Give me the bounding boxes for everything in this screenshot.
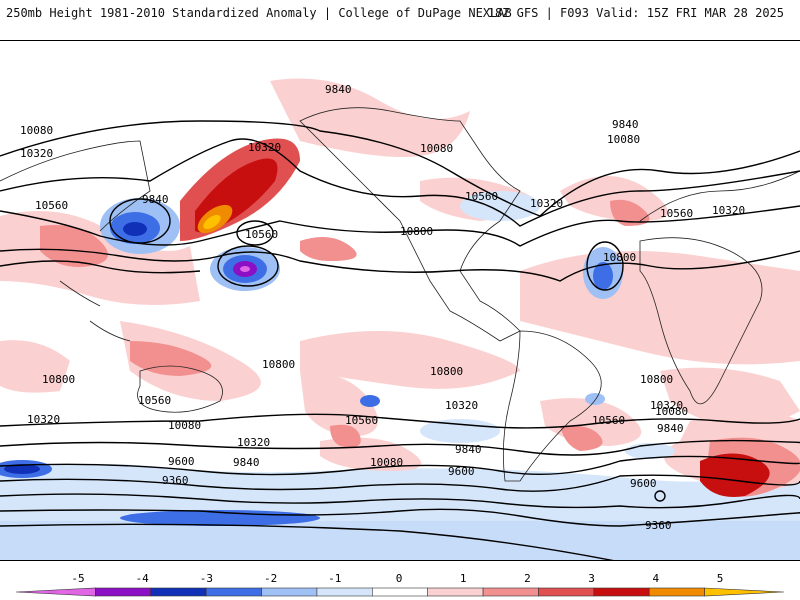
model-run-info: 18Z GFS | F093 Valid: 15Z FRI MAR 28 202…: [487, 6, 784, 20]
colorbar-cells: [15, 587, 785, 597]
colorbar-tick-label: -2: [264, 572, 277, 585]
colorbar: -5 -4 -3 -2 -1 0 1 2 3 4 5: [15, 572, 785, 597]
contour-label-10560-south-west: 10560: [138, 394, 171, 407]
contour-label-10320-indian-ocean: 10320: [650, 399, 683, 412]
coastlines: [0, 107, 800, 482]
contour-label-10080-north-america: 10080: [420, 142, 453, 155]
contour-label-10320-south-pacific: 10320: [237, 436, 270, 449]
colorbar-tick-label: -3: [200, 572, 213, 585]
contour-label-10320-alaska-high: 10320: [248, 141, 281, 154]
contour-label-9360-antarctic: 9360: [645, 519, 672, 532]
colorbar-cell: [150, 587, 207, 597]
contour-label-9840-south-pacific: 9840: [233, 456, 260, 469]
contour-label-10560-south-atlantic: 10560: [592, 414, 625, 427]
anomaly-shading: [0, 78, 800, 560]
colorbar-cell: [95, 587, 152, 597]
contour-label-10080-indian-ocean: 10080: [655, 405, 688, 418]
colorbar-cell: [482, 587, 539, 597]
contour-label-9840-south-america: 9840: [455, 443, 482, 456]
contour-label-10080-europe: 10080: [607, 133, 640, 146]
contour-label-10080-south-america: 10080: [370, 456, 403, 469]
contour-label-10320-south-america: 10320: [445, 399, 478, 412]
contour-label-10560-africa-north: 10560: [660, 207, 693, 220]
colorbar-cell: [316, 587, 373, 597]
contour-label-10800-south-west: 10800: [42, 373, 75, 386]
contour-label-10800-south-pacific-mid: 10800: [262, 358, 295, 371]
colorbar-tick-label: 2: [524, 572, 531, 585]
contour-label-10800-south-america: 10800: [430, 365, 463, 378]
contour-label-9840-kamchatka-low: 9840: [142, 193, 169, 206]
colorbar-cell: [205, 587, 262, 597]
contour-label-10800-central-pacific: 10800: [400, 225, 433, 238]
contour-label-9600-indian-ocean: 9600: [630, 477, 657, 490]
contour-label-10320-atlantic: 10320: [530, 197, 563, 210]
colorbar-ticks: -5 -4 -3 -2 -1 0 1 2 3 4 5: [71, 572, 723, 585]
colorbar-cell: [372, 587, 428, 597]
colorbar-tick-label: 1: [460, 572, 467, 585]
colorbar-cell: [648, 587, 705, 597]
contour-label-10320-south-west: 10320: [27, 413, 60, 426]
contour-label-10560-west: 10560: [35, 199, 68, 212]
colorbar-cell: [15, 587, 96, 597]
height-contours: [0, 120, 800, 560]
contour-label-10800-south-atlantic: 10800: [640, 373, 673, 386]
colorbar-cell: [538, 587, 595, 597]
contour-label-10800-atlantic-low: 10800: [603, 251, 636, 264]
contour-label-10080-west: 10080: [20, 124, 53, 137]
colorbar-cell: [261, 587, 318, 597]
contour-label-10080-south-pacific: 10080: [168, 419, 201, 432]
colorbar-tick-label: -5: [71, 572, 84, 585]
contour-label-9360-south-pacific: 9360: [162, 474, 189, 487]
colorbar-tick-label: 5: [717, 572, 724, 585]
contour-label-10320-east: 10320: [712, 204, 745, 217]
colorbar-tick-label: 4: [652, 572, 659, 585]
colorbar-cell: [593, 587, 650, 597]
colorbar-cell: [427, 587, 484, 597]
contour-label-9600-south-pacific: 9600: [168, 455, 195, 468]
contour-label-9600-south-atlantic: 9600: [448, 465, 475, 478]
contour-label-9840-indian-ocean: 9840: [657, 422, 684, 435]
contour-label-9840-europe: 9840: [612, 118, 639, 131]
colorbar-cell: [704, 587, 785, 597]
contour-label-9840-north-pacific: 9840: [325, 83, 352, 96]
contour-label-10560-south-pacific-mid: 10560: [345, 414, 378, 427]
colorbar-tick-label: 0: [396, 572, 403, 585]
map-title: 250mb Height 1981-2010 Standardized Anom…: [6, 6, 512, 20]
contour-label-10560-north-america: 10560: [465, 190, 498, 203]
colorbar-tick-label: -1: [328, 572, 341, 585]
contour-label-10320-west: 10320: [20, 147, 53, 160]
colorbar-tick-label: -4: [136, 572, 150, 585]
colorbar-tick-label: 3: [588, 572, 595, 585]
contour-label-10560-pacific-low: 10560: [245, 228, 278, 241]
